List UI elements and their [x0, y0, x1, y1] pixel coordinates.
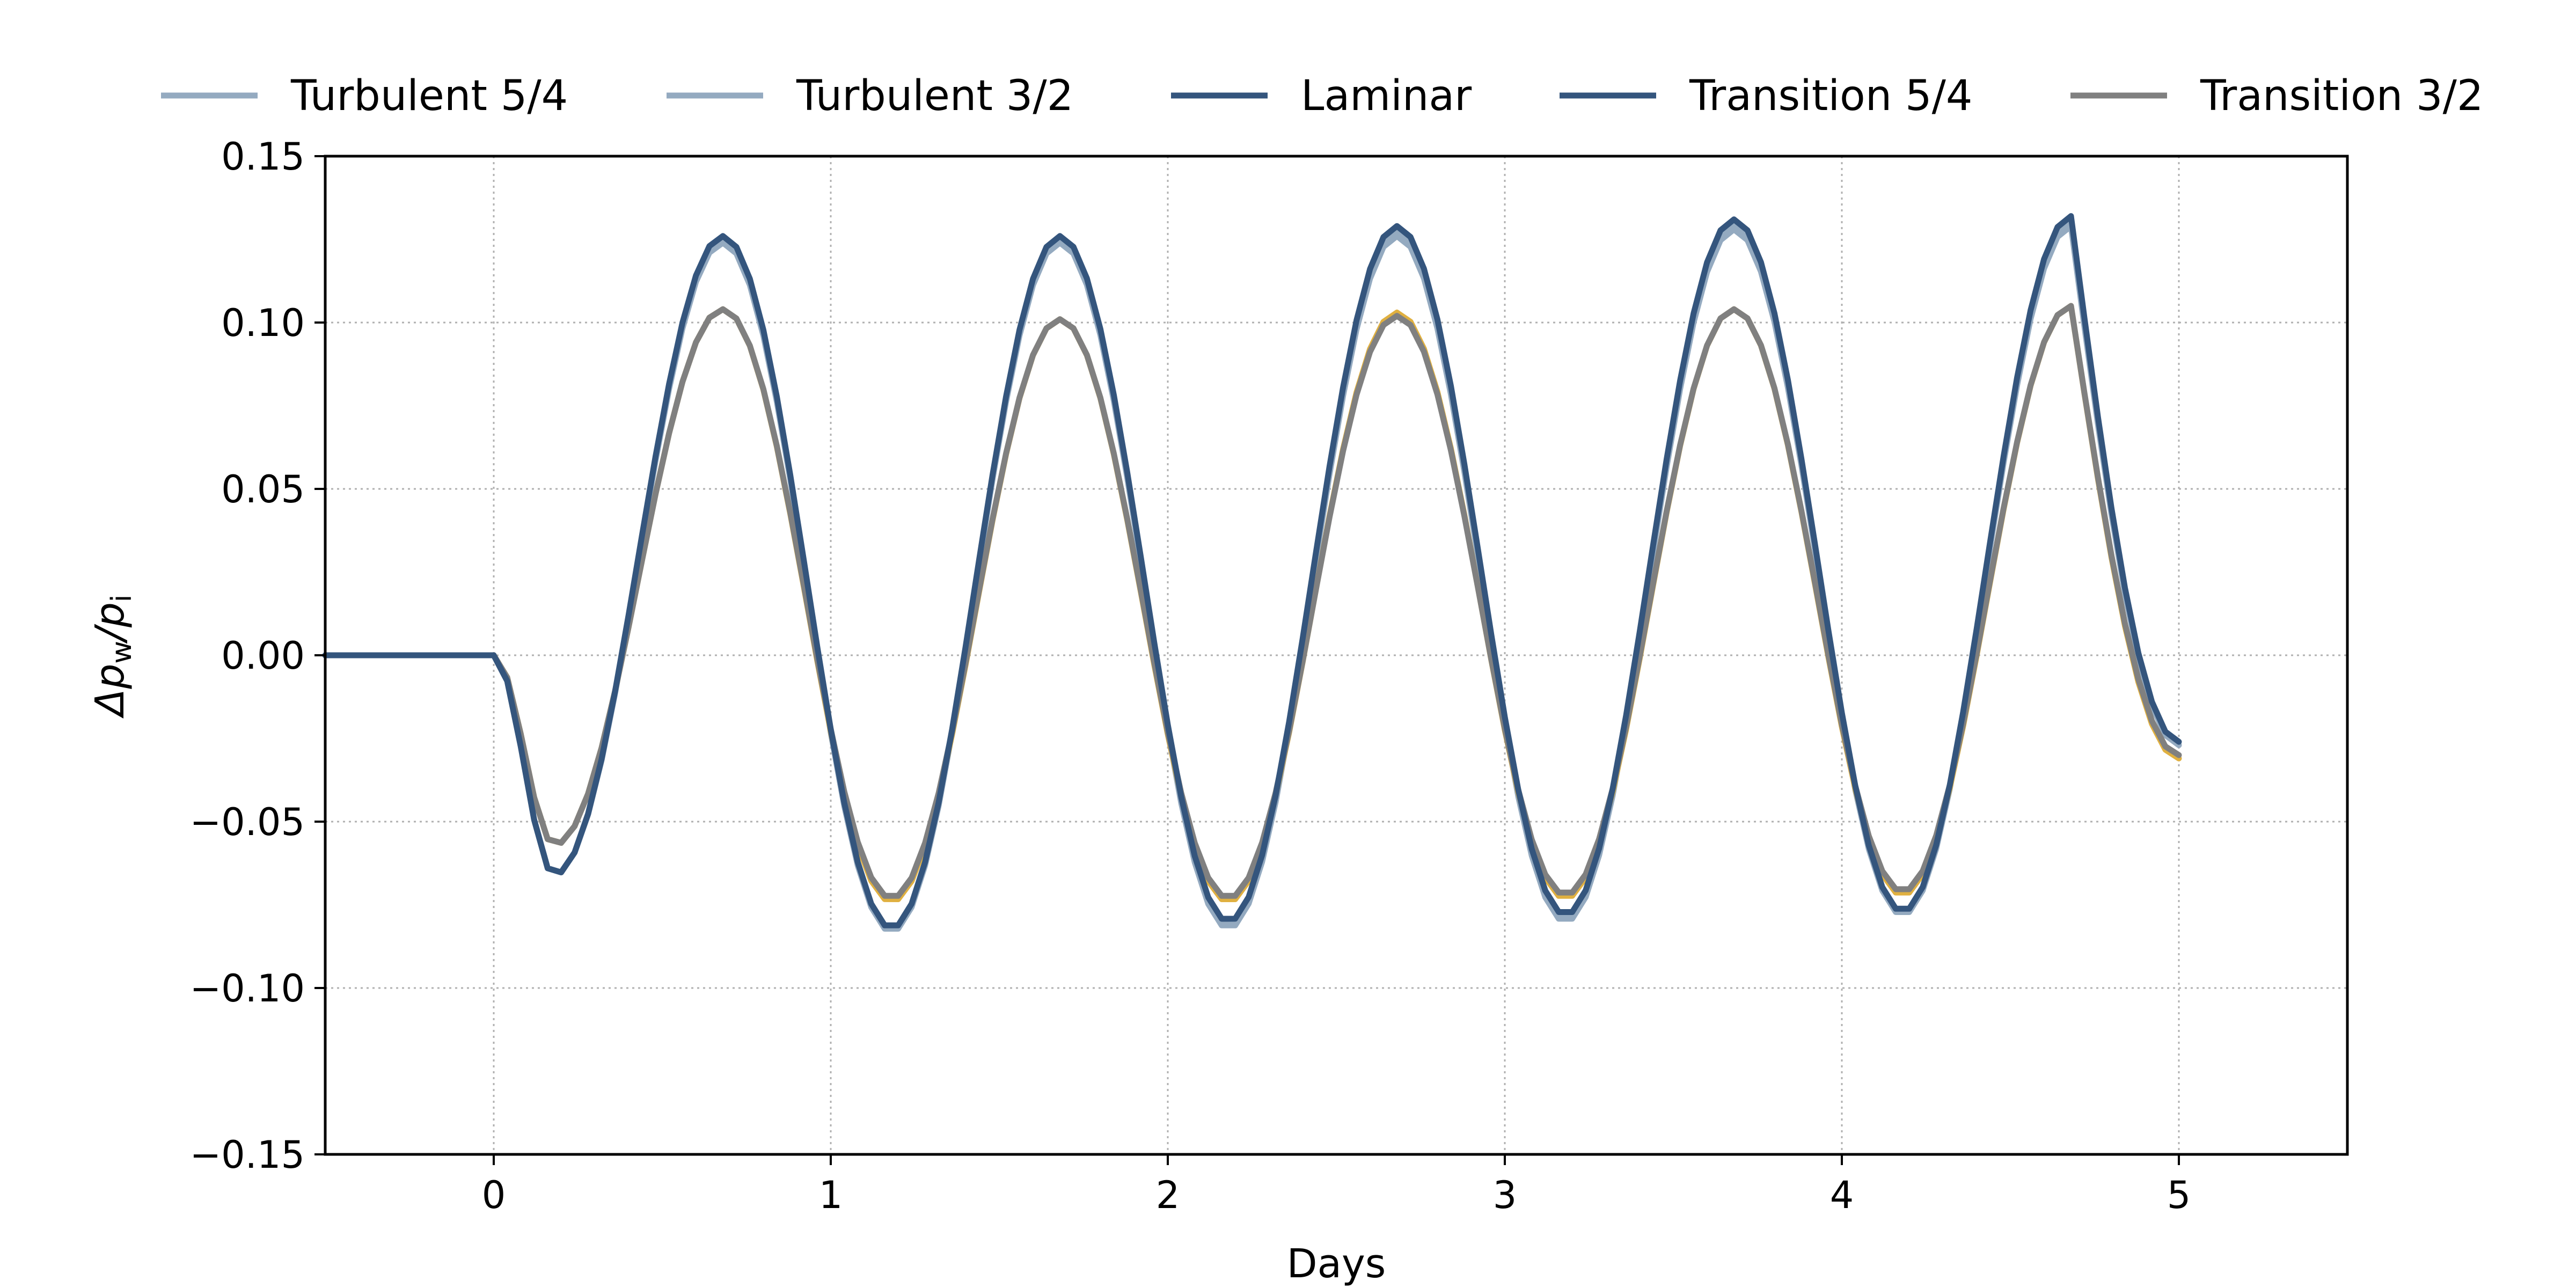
- legend: Turbulent 5/4 Turbulent 3/2 Laminar Transit…: [161, 72, 2484, 120]
- series-line-turbulent-5-4: [322, 219, 2182, 932]
- series-line-transition-5-4: [322, 213, 2182, 928]
- x-tick-label-5: 5: [2167, 1173, 2191, 1217]
- legend-label-transition-5-4: Transition 5/4: [1689, 72, 1973, 120]
- y-tick-label-4: 0.05: [221, 467, 305, 511]
- y-tick-label-1: −0.10: [189, 967, 305, 1011]
- x-tick-label-0: 0: [482, 1173, 506, 1217]
- y-axis-label: Δpw/pi: [87, 595, 138, 719]
- y-axis-label-sub2: i: [106, 595, 138, 602]
- series-line-laminar: [322, 303, 2182, 902]
- legend-label-transition-3-2: Transition 3/2: [2200, 72, 2484, 120]
- grid-layer: [325, 155, 2347, 1155]
- y-tick-label-3: 0.00: [221, 634, 305, 678]
- series-line-transition-3-2: [322, 303, 2182, 899]
- legend-label-turbulent-3-2: Turbulent 3/2: [796, 72, 1073, 120]
- y-axis-label-main: Δp: [87, 664, 133, 719]
- x-tick-label-3: 3: [1493, 1173, 1517, 1217]
- y-tick-label-0: −0.15: [189, 1133, 305, 1177]
- x-tick-label-2: 2: [1156, 1173, 1180, 1217]
- tick-layer: 0 1 2 3 4 5 −0.15 −0.10 −0.05 0.00 0.05 0.10 0.15: [189, 135, 2191, 1217]
- legend-label-laminar: Laminar: [1301, 72, 1472, 120]
- x-tick-label-4: 4: [1830, 1173, 1854, 1217]
- legend-label-turbulent-5-4: Turbulent 5/4: [290, 72, 568, 120]
- series-line-turbulent-3-2: [322, 223, 2182, 928]
- series-layer: [322, 213, 2182, 932]
- y-tick-label-6: 0.15: [221, 135, 305, 179]
- y-axis-label-sub1: w: [106, 641, 138, 664]
- y-tick-label-2: −0.05: [189, 800, 305, 844]
- y-tick-label-5: 0.10: [221, 301, 305, 345]
- x-tick-label-1: 1: [819, 1173, 843, 1217]
- y-axis-label-div: /p: [87, 602, 133, 644]
- x-axis-label: Days: [1287, 1241, 1386, 1287]
